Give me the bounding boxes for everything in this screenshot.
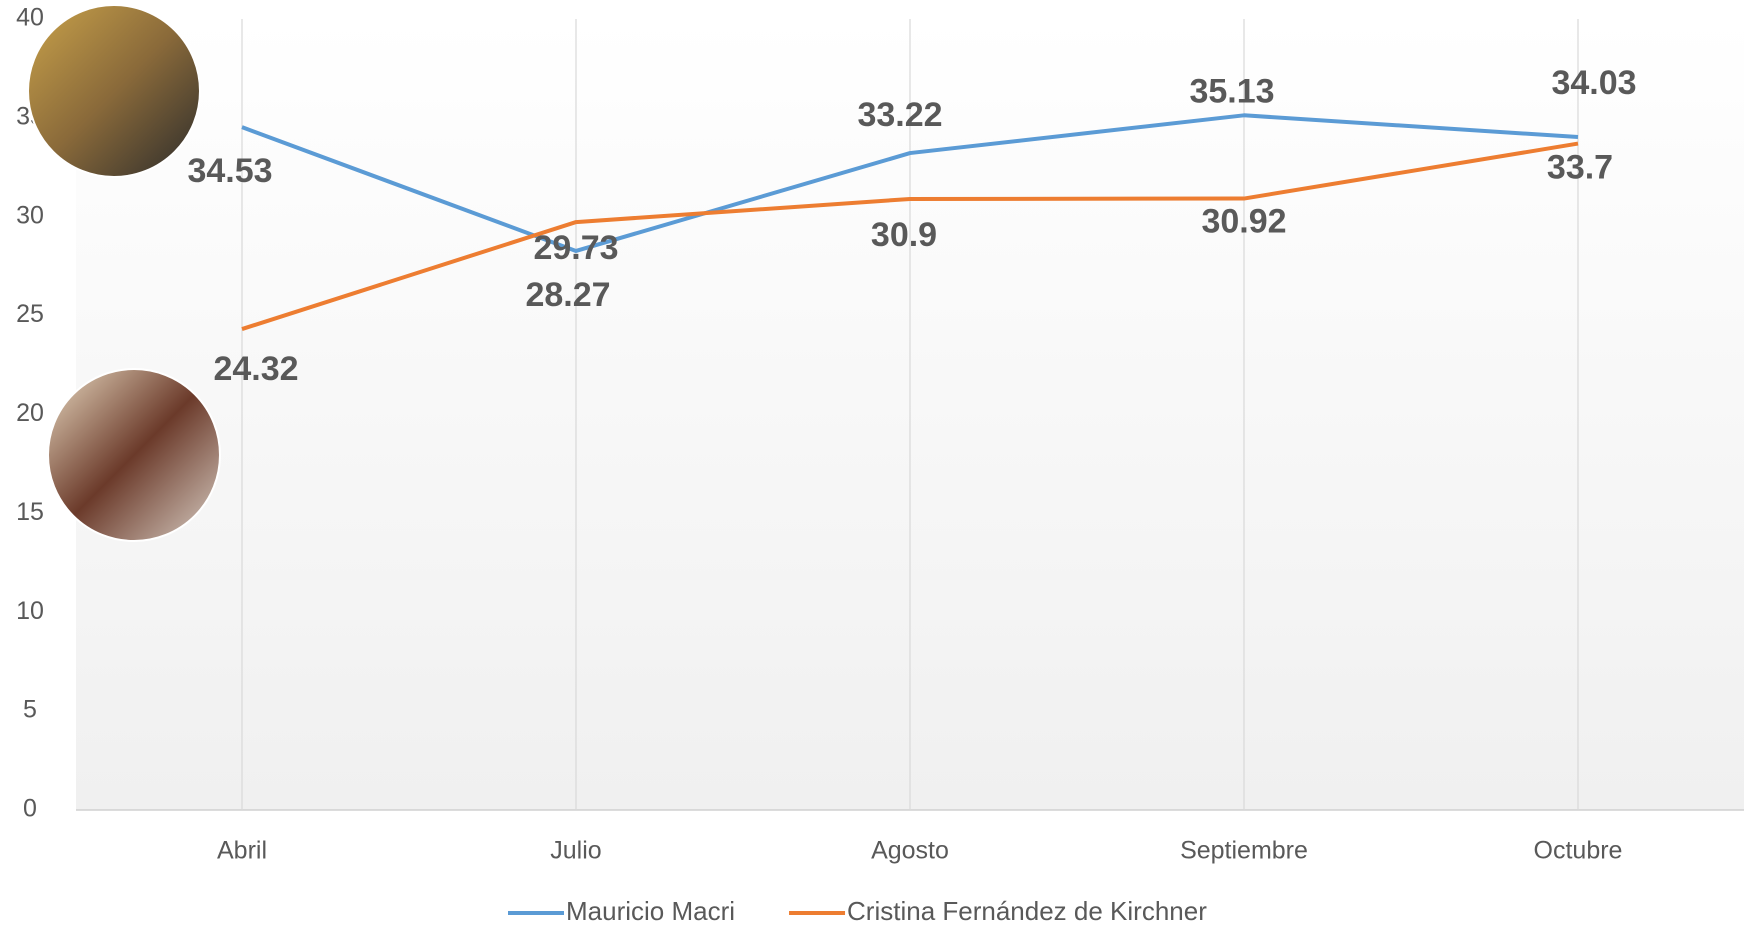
legend-label: Cristina Fernández de Kirchner [847, 896, 1207, 926]
photo-cfk [47, 368, 221, 542]
photo-macri [27, 4, 201, 178]
y-tick-label: 20 [16, 399, 44, 427]
legend-label: Mauricio Macri [566, 896, 735, 926]
x-tick-label: Septiembre [1180, 837, 1308, 865]
y-tick-label: 40 [16, 4, 44, 32]
x-tick-label: Agosto [871, 837, 949, 865]
data-label: 33.7 [1547, 149, 1613, 187]
y-tick-label: 0 [23, 795, 37, 823]
data-label: 28.27 [525, 276, 610, 314]
data-label: 24.32 [213, 350, 298, 388]
series-line [241, 141, 1579, 331]
data-label: 30.92 [1201, 203, 1286, 241]
y-tick-label: 25 [16, 300, 44, 328]
x-tick-label: Octubre [1534, 837, 1623, 865]
y-tick-label: 10 [16, 597, 44, 625]
data-label: 30.9 [871, 216, 937, 254]
y-tick-label: 30 [16, 201, 44, 229]
data-label: 35.13 [1189, 72, 1274, 110]
y-tick-label: 15 [16, 498, 44, 526]
y-tick-label: 5 [23, 696, 37, 724]
data-label: 34.03 [1551, 64, 1636, 102]
data-label: 29.73 [533, 229, 618, 267]
series-line [241, 113, 1579, 253]
x-tick-label: Abril [217, 837, 267, 865]
data-label: 33.22 [857, 96, 942, 134]
data-label: 34.53 [187, 152, 272, 190]
x-tick-label: Julio [550, 837, 601, 865]
